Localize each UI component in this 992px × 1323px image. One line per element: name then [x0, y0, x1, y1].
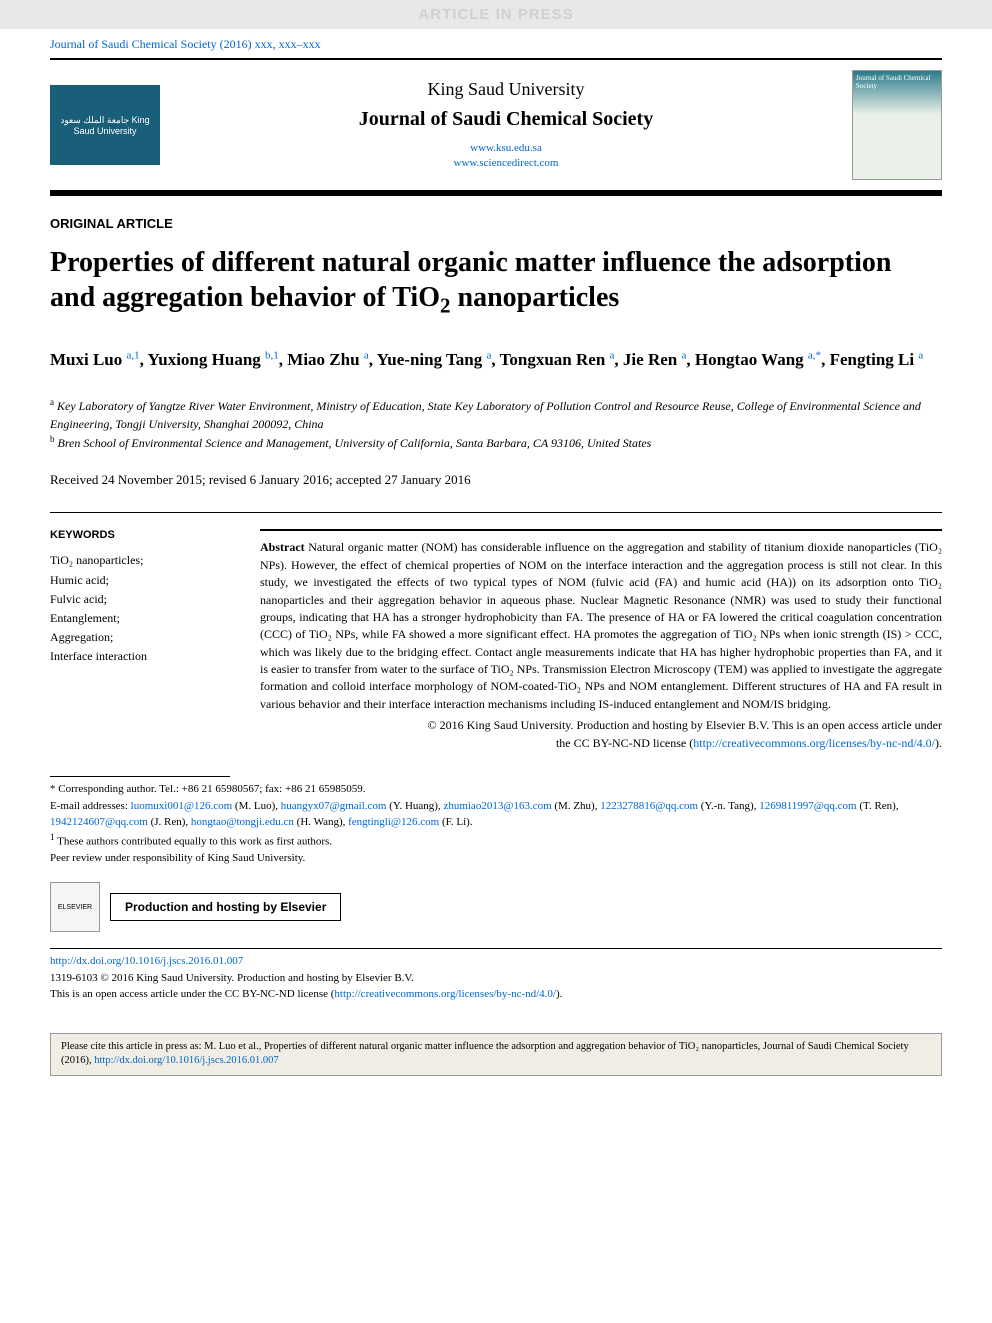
elsevier-logo: ELSEVIER [50, 882, 100, 932]
affiliation-b: b Bren School of Environmental Science a… [50, 433, 942, 452]
email-2[interactable]: huangyx07@gmail.com [281, 800, 387, 812]
email-addresses: E-mail addresses: luomuxi001@126.com (M.… [50, 798, 942, 831]
university-name: King Saud University [180, 79, 832, 100]
title-sub: 2 [440, 294, 451, 318]
corresponding-author: * Corresponding author. Tel.: +86 21 659… [50, 781, 942, 798]
email-2-name: (Y. Huang), [387, 800, 444, 812]
email-6-name: (J. Ren), [148, 816, 191, 828]
hosting-text: Production and hosting by Elsevier [110, 893, 341, 921]
author-1: Muxi Luo [50, 350, 127, 369]
email-7[interactable]: hongtao@tongji.edu.cn [191, 816, 294, 828]
bottom-license-post: ). [556, 988, 562, 1000]
author-8-sup[interactable]: a [918, 349, 923, 361]
keyword-4: Entanglement; [50, 609, 230, 628]
article-in-press-banner: ARTICLE IN PRESS [0, 0, 992, 29]
email-6[interactable]: 1942124607@qq.com [50, 816, 148, 828]
abstract-column: Abstract Natural organic matter (NOM) ha… [260, 529, 942, 752]
article-type: ORIGINAL ARTICLE [50, 216, 942, 231]
affil-a-text: Key Laboratory of Yangtze River Water En… [50, 399, 921, 431]
keyword-1: TiO₂ nanoparticles; [50, 551, 230, 570]
email-5[interactable]: 1269811997@qq.com [759, 800, 856, 812]
footnote-rule [50, 776, 230, 777]
copyright-line: © 2016 King Saud University. Production … [260, 717, 942, 752]
header-links: www.ksu.edu.sa www.sciencedirect.com [180, 141, 832, 172]
main-content: ORIGINAL ARTICLE Properties of different… [0, 196, 992, 1023]
author-5: , Tongxuan Ren [491, 350, 609, 369]
elsevier-box: ELSEVIER Production and hosting by Elsev… [50, 882, 942, 932]
affiliations: a Key Laboratory of Yangtze River Water … [50, 396, 942, 452]
bottom-license-pre: This is an open access article under the… [50, 988, 334, 1000]
abstract-body: Natural organic matter (NOM) has conside… [260, 540, 942, 711]
bottom-license: This is an open access article under the… [50, 986, 942, 1003]
author-7: , Hongtao Wang [686, 350, 808, 369]
authors-list: Muxi Luo a,1, Yuxiong Huang b,1, Miao Zh… [50, 347, 942, 373]
email-1-name: (M. Luo), [232, 800, 281, 812]
author-4: , Yue-ning Tang [369, 350, 487, 369]
author-2-sup[interactable]: b,1 [265, 349, 279, 361]
header-center: King Saud University Journal of Saudi Ch… [180, 79, 832, 172]
abstract-section: KEYWORDS TiO₂ nanoparticles; Humic acid;… [50, 529, 942, 752]
email-4-name: (Y.-n. Tang), [698, 800, 759, 812]
email-8-name: (F. Li). [439, 816, 472, 828]
email-5-name: (T. Ren), [857, 800, 899, 812]
doi-section: http://dx.doi.org/10.1016/j.jscs.2016.01… [50, 953, 942, 1003]
citation-box: Please cite this article in press as: M.… [50, 1033, 942, 1076]
email-8[interactable]: fengtingli@126.com [348, 816, 439, 828]
header-section: جامعة الملك سعود King Saud University Ki… [0, 60, 992, 190]
author-6: , Jie Ren [614, 350, 681, 369]
copyright-2-post: ). [935, 736, 942, 750]
email-4[interactable]: 1223278816@qq.com [600, 800, 698, 812]
contribution-note: 1 These authors contributed equally to t… [50, 831, 942, 850]
email-7-name: (H. Wang), [294, 816, 348, 828]
affiliation-a: a Key Laboratory of Yangtze River Water … [50, 396, 942, 433]
article-title: Properties of different natural organic … [50, 245, 942, 319]
email-1[interactable]: luomuxi001@126.com [131, 800, 233, 812]
corr-text: Corresponding author. Tel.: +86 21 65980… [58, 783, 365, 795]
contrib-text: These authors contributed equally to thi… [55, 835, 333, 847]
email-label: E-mail addresses: [50, 800, 131, 812]
keyword-6: Interface interaction [50, 647, 230, 666]
journal-name: Journal of Saudi Chemical Society [180, 108, 832, 131]
author-7-sup[interactable]: a,* [808, 349, 821, 361]
doi-link[interactable]: http://dx.doi.org/10.1016/j.jscs.2016.01… [50, 953, 942, 970]
abstract-label: Abstract [260, 540, 305, 554]
abstract-text: Abstract Natural organic matter (NOM) ha… [260, 539, 942, 713]
corr-star: * [50, 783, 58, 795]
ksu-link[interactable]: www.ksu.edu.sa [180, 141, 832, 156]
keyword-3: Fulvic acid; [50, 590, 230, 609]
email-3-name: (M. Zhu), [552, 800, 601, 812]
ksu-logo: جامعة الملك سعود King Saud University [50, 85, 160, 165]
author-1-sup[interactable]: a,1 [127, 349, 140, 361]
citation-doi[interactable]: http://dx.doi.org/10.1016/j.jscs.2016.01… [94, 1055, 278, 1066]
journal-cover: Journal of Saudi Chemical Society [852, 70, 942, 180]
peer-review-note: Peer review under responsibility of King… [50, 850, 942, 867]
keywords-heading: KEYWORDS [50, 529, 230, 541]
journal-reference: Journal of Saudi Chemical Society (2016)… [0, 29, 992, 56]
keywords-column: KEYWORDS TiO₂ nanoparticles; Humic acid;… [50, 529, 230, 752]
thin-rule-1 [50, 512, 942, 513]
affil-b-text: Bren School of Environmental Science and… [55, 436, 652, 450]
author-8: , Fengting Li [821, 350, 918, 369]
keywords-list: TiO₂ nanoparticles; Humic acid; Fulvic a… [50, 551, 230, 666]
email-3[interactable]: zhumiao2013@163.com [443, 800, 551, 812]
bottom-license-link[interactable]: http://creativecommons.org/licenses/by-n… [334, 988, 556, 1000]
keyword-5: Aggregation; [50, 628, 230, 647]
author-3: , Miao Zhu [279, 350, 364, 369]
bottom-rule [50, 948, 942, 949]
footnotes: * Corresponding author. Tel.: +86 21 659… [50, 781, 942, 866]
title-part-2: nanoparticles [451, 282, 620, 313]
author-2: , Yuxiong Huang [140, 350, 265, 369]
sciencedirect-link[interactable]: www.sciencedirect.com [180, 156, 832, 171]
keyword-2: Humic acid; [50, 571, 230, 590]
copyright-1: © 2016 King Saud University. Production … [428, 718, 942, 732]
article-dates: Received 24 November 2015; revised 6 Jan… [50, 472, 942, 488]
issn-line: 1319-6103 © 2016 King Saud University. P… [50, 970, 942, 987]
copyright-2-pre: the CC BY-NC-ND license ( [556, 736, 693, 750]
cc-license-link[interactable]: http://creativecommons.org/licenses/by-n… [693, 736, 935, 750]
